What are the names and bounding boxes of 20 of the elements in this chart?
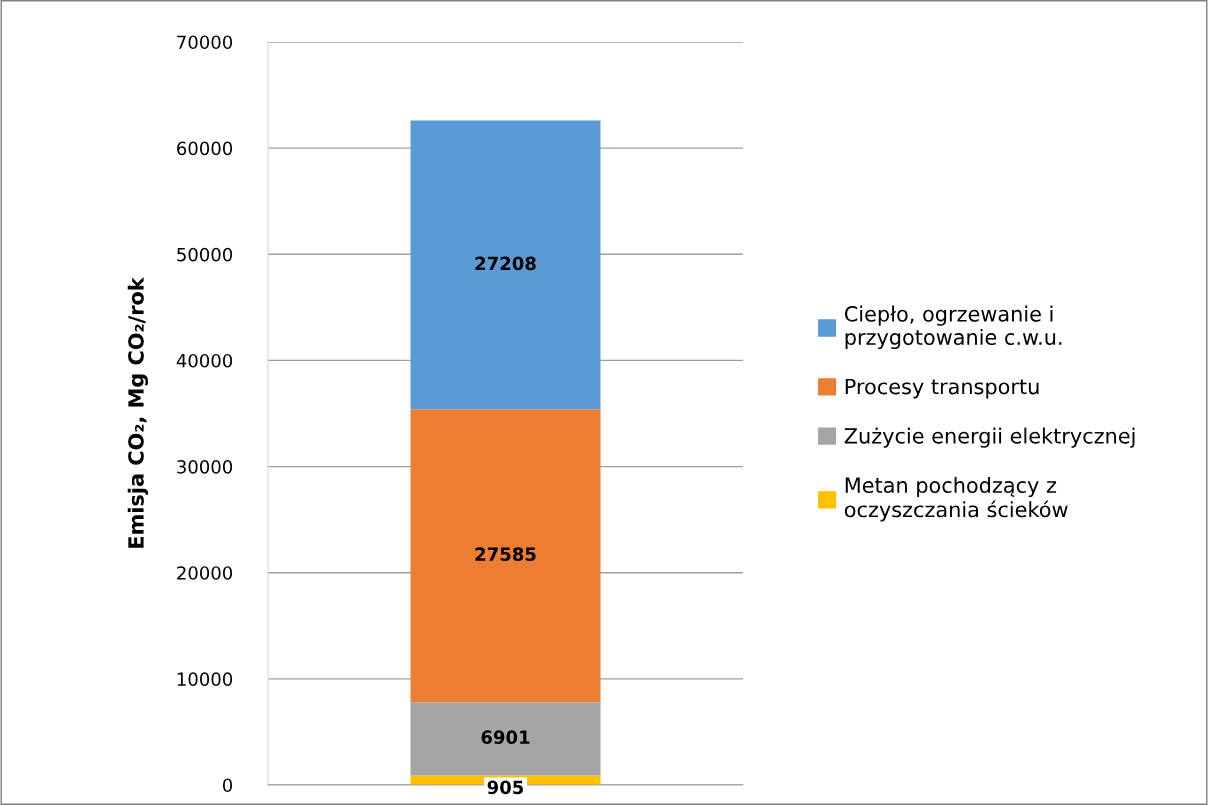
y-tick-label: 60000 [177,141,233,156]
bar [410,702,601,776]
y-tick-label: 20000 [177,566,233,580]
y-tick-label: 70000 [177,35,233,50]
data-label: 6901 [481,730,530,745]
y-tick-label: 10000 [177,672,233,686]
legend-label: Metan pochodzący z oczyszczania ścieków [844,476,1068,522]
y-tick-label: 50000 [177,247,233,262]
data-label: 905 [487,780,524,795]
y-tick-label: 40000 [176,353,233,368]
legend-label: Zużycie energii elektrycznej [844,427,1135,448]
data-label: 27585 [475,547,536,561]
bar [410,409,601,703]
legend-label: Ciepło, ogrzewanie i przygotowanie c.w.u. [844,305,1062,350]
y-tick-label: 0 [222,778,233,793]
legend-label: Procesy transportu [845,378,1039,399]
y-tick-label: 30000 [177,460,233,474]
data-label: 27208 [475,256,536,271]
y-axis-title: Emisja CO₂, Mg CO₂/rok [127,276,149,548]
bar [410,120,601,410]
